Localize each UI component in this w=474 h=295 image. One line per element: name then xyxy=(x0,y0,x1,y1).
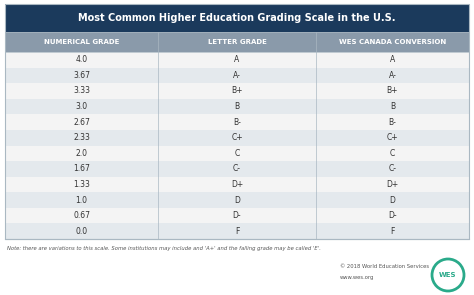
Text: 2.33: 2.33 xyxy=(73,133,90,142)
Text: B: B xyxy=(390,102,395,111)
Bar xyxy=(5,145,469,161)
Text: B: B xyxy=(235,102,239,111)
Bar xyxy=(5,4,469,32)
Text: 1.33: 1.33 xyxy=(73,180,90,189)
Text: 4.0: 4.0 xyxy=(75,55,88,64)
Bar xyxy=(5,130,469,145)
Text: B-: B- xyxy=(233,118,241,127)
Text: WES CANADA CONVERSION: WES CANADA CONVERSION xyxy=(339,39,446,45)
Text: D+: D+ xyxy=(231,180,243,189)
Text: LETTER GRADE: LETTER GRADE xyxy=(208,39,266,45)
Text: 3.33: 3.33 xyxy=(73,86,90,96)
Text: 3.0: 3.0 xyxy=(75,102,88,111)
Bar xyxy=(5,192,469,208)
Text: F: F xyxy=(390,227,395,236)
Text: B-: B- xyxy=(389,118,396,127)
Text: D+: D+ xyxy=(386,180,399,189)
Bar xyxy=(5,223,469,239)
Bar xyxy=(5,114,469,130)
Text: A-: A- xyxy=(233,71,241,80)
Text: C+: C+ xyxy=(387,133,398,142)
Text: C: C xyxy=(390,149,395,158)
Bar xyxy=(5,177,469,192)
Bar xyxy=(5,161,469,177)
Text: B+: B+ xyxy=(231,86,243,96)
Bar xyxy=(5,4,469,239)
Circle shape xyxy=(432,259,464,291)
Text: NUMERICAL GRADE: NUMERICAL GRADE xyxy=(44,39,119,45)
Text: C-: C- xyxy=(388,164,396,173)
Text: B+: B+ xyxy=(387,86,398,96)
Bar xyxy=(5,52,469,68)
Text: D-: D- xyxy=(388,211,397,220)
Text: 2.67: 2.67 xyxy=(73,118,90,127)
Text: 0.67: 0.67 xyxy=(73,211,90,220)
Text: Most Common Higher Education Grading Scale in the U.S.: Most Common Higher Education Grading Sca… xyxy=(78,13,396,23)
Text: A: A xyxy=(234,55,240,64)
Text: 1.67: 1.67 xyxy=(73,164,90,173)
Text: D: D xyxy=(390,196,395,204)
Bar xyxy=(5,83,469,99)
Text: 3.67: 3.67 xyxy=(73,71,90,80)
Text: A-: A- xyxy=(389,71,396,80)
Text: C+: C+ xyxy=(231,133,243,142)
Bar xyxy=(5,99,469,114)
Text: 1.0: 1.0 xyxy=(75,196,88,204)
Text: 0.0: 0.0 xyxy=(75,227,88,236)
Text: A: A xyxy=(390,55,395,64)
Text: Note: there are variations to this scale. Some institutions may include and 'A+': Note: there are variations to this scale… xyxy=(7,246,321,251)
Text: D-: D- xyxy=(233,211,241,220)
Bar xyxy=(5,68,469,83)
Text: C: C xyxy=(234,149,240,158)
Text: C-: C- xyxy=(233,164,241,173)
Text: D: D xyxy=(234,196,240,204)
Text: www.wes.org: www.wes.org xyxy=(340,275,374,279)
Bar xyxy=(5,32,469,52)
Text: WES: WES xyxy=(439,272,457,278)
Text: 2.0: 2.0 xyxy=(75,149,88,158)
Bar xyxy=(5,208,469,223)
Text: F: F xyxy=(235,227,239,236)
Text: © 2018 World Education Services: © 2018 World Education Services xyxy=(340,265,429,270)
